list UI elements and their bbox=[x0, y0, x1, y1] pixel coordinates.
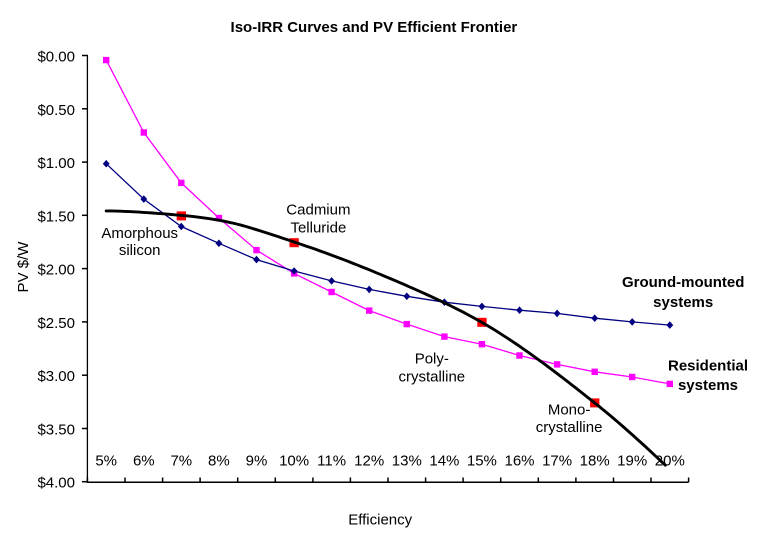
svg-text:$2.50: $2.50 bbox=[37, 315, 75, 332]
svg-text:$2.00: $2.00 bbox=[37, 262, 75, 279]
svg-text:crystalline: crystalline bbox=[398, 368, 465, 385]
svg-text:$3.00: $3.00 bbox=[37, 368, 75, 385]
svg-text:PV $/W: PV $/W bbox=[15, 241, 32, 293]
svg-text:20%: 20% bbox=[655, 452, 685, 469]
svg-text:17%: 17% bbox=[542, 452, 572, 469]
svg-text:Iso-IRR Curves and PV Efficien: Iso-IRR Curves and PV Efficient Frontier bbox=[231, 19, 518, 36]
svg-text:Residential: Residential bbox=[668, 357, 748, 374]
svg-text:15%: 15% bbox=[467, 452, 497, 469]
svg-text:$4.00: $4.00 bbox=[37, 475, 75, 492]
svg-text:6%: 6% bbox=[133, 452, 155, 469]
svg-text:$1.00: $1.00 bbox=[37, 155, 75, 172]
svg-text:10%: 10% bbox=[279, 452, 309, 469]
svg-text:8%: 8% bbox=[208, 452, 230, 469]
svg-text:Ground-mounted: Ground-mounted bbox=[622, 274, 744, 291]
svg-text:systems: systems bbox=[653, 294, 713, 311]
svg-text:silicon: silicon bbox=[119, 242, 161, 259]
svg-text:Poly-: Poly- bbox=[415, 351, 449, 368]
svg-text:11%: 11% bbox=[317, 452, 346, 469]
svg-text:19%: 19% bbox=[617, 452, 647, 469]
svg-text:Efficiency: Efficiency bbox=[348, 512, 412, 529]
svg-text:5%: 5% bbox=[95, 452, 117, 469]
svg-text:$3.50: $3.50 bbox=[37, 422, 75, 439]
svg-text:12%: 12% bbox=[354, 452, 384, 469]
svg-text:$0.50: $0.50 bbox=[37, 102, 75, 119]
svg-text:14%: 14% bbox=[429, 452, 459, 469]
svg-text:crystalline: crystalline bbox=[536, 419, 603, 436]
svg-text:$1.50: $1.50 bbox=[37, 208, 75, 225]
svg-text:Mono-: Mono- bbox=[548, 402, 591, 419]
svg-text:$0.00: $0.00 bbox=[37, 49, 75, 66]
svg-text:7%: 7% bbox=[170, 452, 192, 469]
svg-text:18%: 18% bbox=[580, 452, 610, 469]
svg-text:9%: 9% bbox=[246, 452, 268, 469]
svg-text:16%: 16% bbox=[504, 452, 534, 469]
svg-text:Cadmium: Cadmium bbox=[286, 202, 350, 219]
svg-text:13%: 13% bbox=[392, 452, 422, 469]
svg-text:systems: systems bbox=[678, 377, 738, 394]
svg-text:Amorphous: Amorphous bbox=[101, 225, 178, 242]
svg-text:Telluride: Telluride bbox=[290, 219, 346, 236]
